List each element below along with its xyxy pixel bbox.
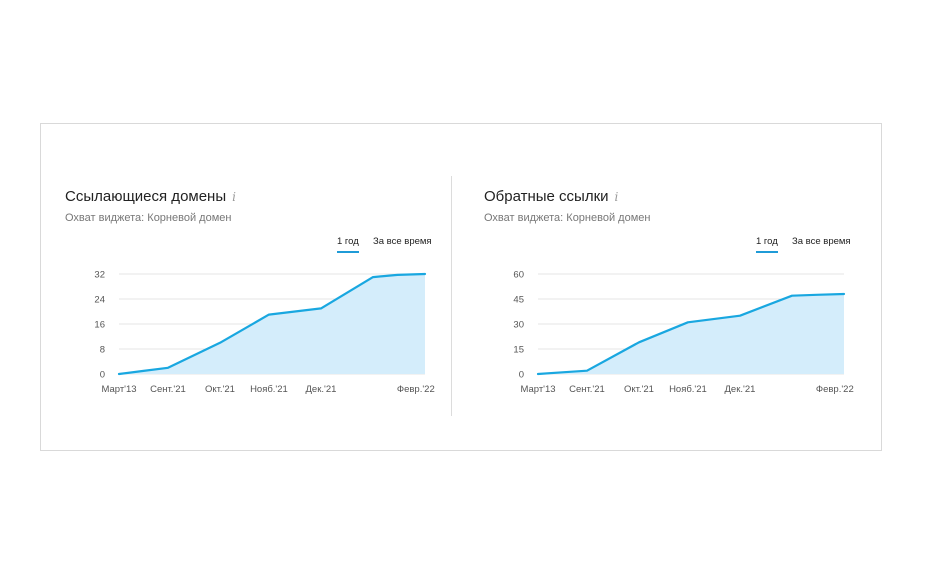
x-tick-label: Дек.'21 [306,384,337,395]
x-tick-label: Нояб.'21 [250,384,288,395]
x-tick-label: Февр.'22 [816,384,854,395]
backlinks-chart: 0 15 30 45 60 Март'13 Сент.'21 Окт.'21 Нояб.'21 Д… [513,270,854,396]
referring-domains-chart: 0 8 16 24 32 Март'13 Сент.'21 Окт.'21 Нояб.'21 Де… [94,270,435,396]
series-area [538,294,844,374]
x-tick-label: Окт.'21 [624,384,654,395]
referring-domains-widget: Ссылающиеся домены i Охват виджета: Корне… [41,124,461,450]
widget-scope-subtitle: Охват виджета: Корневой домен [65,212,232,224]
widget-title: Обратные ссылки i [484,188,618,205]
x-tick-label: Февр.'22 [397,384,435,395]
widget-divider [451,176,452,416]
widget-title-text: Ссылающиеся домены [65,188,227,205]
widget-scope-subtitle: Охват виджета: Корневой домен [484,212,651,224]
widget-title-text: Обратные ссылки [484,188,609,205]
period-1-year-tab[interactable]: 1 год [756,236,778,253]
y-tick-label: 60 [513,270,524,281]
x-tick-label: Март'13 [101,384,136,395]
x-tick-label: Сент.'21 [150,384,186,395]
y-tick-label: 15 [513,345,524,356]
backlinks-overview-card: Ссылающиеся домены i Охват виджета: Корне… [40,123,882,451]
info-icon[interactable]: i [614,190,619,204]
period-all-time-tab[interactable]: За все время [373,236,432,247]
widget-title: Ссылающиеся домены i [65,188,236,205]
x-tick-label: Нояб.'21 [669,384,707,395]
y-tick-label: 24 [94,295,105,306]
period-all-time-tab[interactable]: За все время [792,236,851,247]
info-icon[interactable]: i [232,190,236,204]
y-tick-label: 0 [519,370,524,381]
series-area [119,274,425,374]
series-line [117,272,427,376]
backlinks-widget: Обратные ссылки i Охват виджета: Корневой… [460,124,880,450]
y-tick-label: 0 [100,370,105,381]
period-1-year-tab[interactable]: 1 год [337,236,359,253]
y-tick-label: 32 [94,270,105,281]
y-tick-label: 45 [513,295,524,306]
y-tick-label: 30 [513,320,524,331]
x-tick-label: Окт.'21 [205,384,235,395]
x-tick-label: Дек.'21 [725,384,756,395]
y-tick-label: 8 [100,345,105,356]
y-tick-label: 16 [94,320,105,331]
x-tick-label: Сент.'21 [569,384,605,395]
x-tick-label: Март'13 [520,384,555,395]
series-line [536,292,846,376]
